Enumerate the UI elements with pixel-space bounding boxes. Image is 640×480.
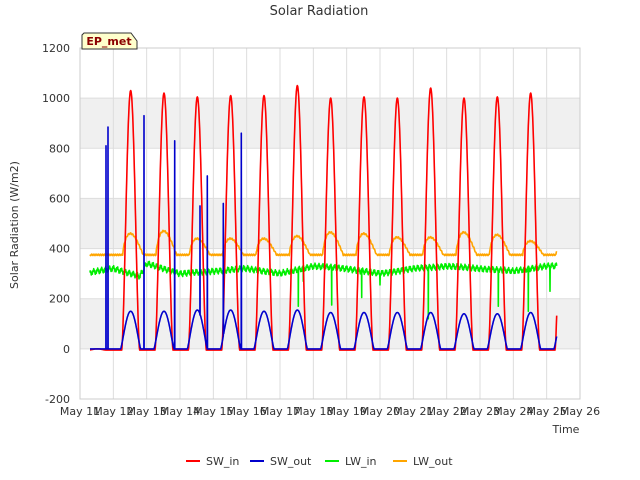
y-tick-label: 0 xyxy=(63,343,70,356)
legend-item-sw-in: SW_in xyxy=(186,455,239,468)
x-tick-label: May 24 xyxy=(493,405,533,418)
x-tick-label: May 16 xyxy=(227,405,267,418)
station-label: EP_met xyxy=(86,35,131,48)
legend-label: SW_out xyxy=(270,455,312,468)
y-tick-label: 1200 xyxy=(42,42,70,55)
chart-title: Solar Radiation xyxy=(270,4,369,19)
y-tick-label: -200 xyxy=(45,393,70,406)
series-line-sw-out xyxy=(89,114,558,350)
legend: SW_in SW_out LW_in LW_out xyxy=(186,455,453,468)
x-tick-label: May 14 xyxy=(160,405,200,418)
y-tick-label: 600 xyxy=(49,192,70,205)
x-tick-label: May 26 xyxy=(560,405,600,418)
x-tick-label: May 15 xyxy=(193,405,233,418)
legend-item-lw-out: LW_out xyxy=(393,455,453,468)
legend-label: LW_in xyxy=(345,455,377,468)
series-line-sw-in xyxy=(89,84,558,351)
legend-item-sw-out: SW_out xyxy=(250,455,312,468)
x-tick-label: May 11 xyxy=(60,405,100,418)
legend-item-lw-in: LW_in xyxy=(325,455,377,468)
y-axis-label: Solar Radiation (W/m2) xyxy=(8,161,21,289)
y-tick-labels: -200 0 200 400 600 800 1000 1200 xyxy=(42,42,70,406)
legend-label: LW_out xyxy=(413,455,453,468)
y-tick-label: 400 xyxy=(49,243,70,256)
x-tick-label: May 25 xyxy=(527,405,567,418)
grid-band xyxy=(80,198,580,249)
series-line-lw-out xyxy=(89,229,558,257)
x-tick-label: May 21 xyxy=(393,405,433,418)
legend-label: SW_in xyxy=(206,455,239,468)
station-badge: EP_met xyxy=(81,32,138,50)
series-layer xyxy=(89,84,558,351)
x-axis-label: Time xyxy=(552,423,580,436)
x-tick-label: May 20 xyxy=(360,405,400,418)
x-tick-label: May 19 xyxy=(327,405,367,418)
x-tick-label: May 13 xyxy=(127,405,167,418)
y-tick-label: 800 xyxy=(49,142,70,155)
x-tick-label: May 17 xyxy=(260,405,300,418)
plot-border xyxy=(79,47,581,400)
x-tick-label: May 18 xyxy=(293,405,333,418)
y-tick-label: 1000 xyxy=(42,92,70,105)
x-tick-label: May 22 xyxy=(427,405,467,418)
x-tick-label: May 23 xyxy=(460,405,500,418)
grid-band xyxy=(80,298,580,349)
axes xyxy=(79,47,581,400)
y-tick-label: 200 xyxy=(49,293,70,306)
series-line-lw-in xyxy=(89,260,558,320)
x-tick-label: May 12 xyxy=(93,405,133,418)
